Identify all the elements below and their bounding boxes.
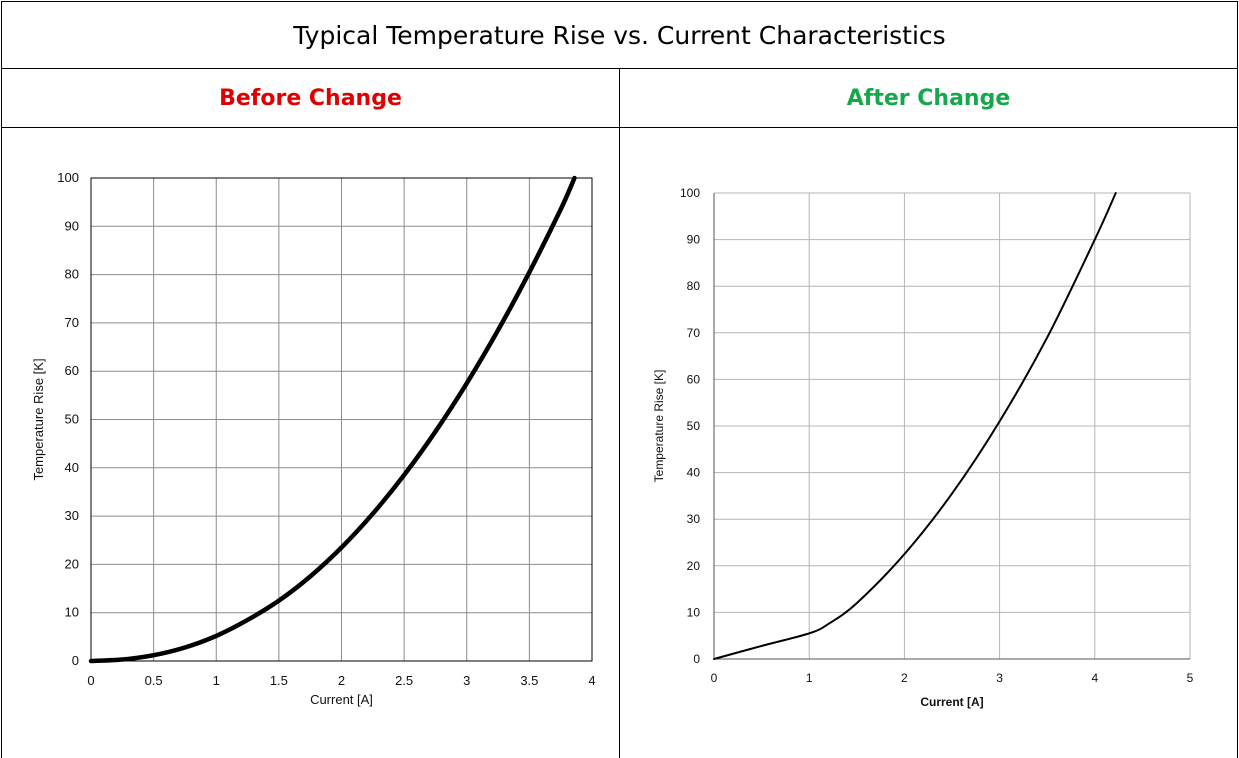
x-tick-label: 4 bbox=[1091, 671, 1098, 685]
y-tick-label: 90 bbox=[65, 218, 79, 233]
x-tick-label: 2 bbox=[338, 673, 345, 688]
x-tick-label: 0 bbox=[711, 671, 718, 685]
y-tick-label: 60 bbox=[687, 372, 701, 386]
before-change-chart: 0 0.5 1 1.5 2 2.5 3 3.5 40102030405060708090100C… bbox=[31, 170, 596, 707]
x-tick-label: 1 bbox=[806, 671, 813, 685]
after-change-header: After Change bbox=[619, 68, 1238, 128]
y-tick-label: 10 bbox=[65, 605, 79, 620]
x-axis-label: Current [A] bbox=[310, 692, 373, 707]
y-tick-label: 90 bbox=[687, 233, 701, 247]
y-tick-label: 20 bbox=[65, 556, 79, 571]
y-tick-label: 0 bbox=[693, 652, 700, 666]
before-change-header: Before Change bbox=[1, 68, 620, 128]
y-tick-label: 0 bbox=[72, 653, 79, 668]
y-tick-label: 80 bbox=[687, 279, 701, 293]
y-tick-label: 20 bbox=[687, 559, 701, 573]
x-axis-label: Current [A] bbox=[920, 695, 983, 709]
x-tick-label: 4 bbox=[588, 673, 595, 688]
x-tick-label: 3 bbox=[996, 671, 1003, 685]
y-tick-label: 100 bbox=[57, 170, 79, 185]
x-tick-label: 1.5 bbox=[270, 673, 288, 688]
y-tick-label: 100 bbox=[680, 186, 700, 200]
y-tick-label: 70 bbox=[65, 315, 79, 330]
x-tick-label: 1 bbox=[213, 673, 220, 688]
y-tick-label: 70 bbox=[687, 326, 701, 340]
x-tick-label: 3.5 bbox=[520, 673, 538, 688]
x-tick-label: 3 bbox=[463, 673, 470, 688]
y-tick-label: 30 bbox=[687, 512, 701, 526]
x-tick-label: 0.5 bbox=[145, 673, 163, 688]
x-tick-label: 5 bbox=[1187, 671, 1194, 685]
plot-frame bbox=[90, 177, 593, 662]
x-tick-label: 0 bbox=[87, 673, 94, 688]
y-tick-label: 30 bbox=[65, 508, 79, 523]
after-change-cell bbox=[619, 127, 1238, 758]
series-line bbox=[88, 175, 577, 664]
series-line bbox=[713, 192, 1117, 660]
y-tick-label: 40 bbox=[65, 460, 79, 475]
table-title: Typical Temperature Rise vs. Current Cha… bbox=[1, 1, 1238, 69]
y-tick-label: 40 bbox=[687, 466, 701, 480]
y-tick-label: 10 bbox=[687, 605, 701, 619]
y-axis-label: Temperature Rise [K] bbox=[31, 358, 46, 480]
x-tick-label: 2.5 bbox=[395, 673, 413, 688]
y-axis-label: Temperature Rise [K] bbox=[652, 370, 666, 483]
y-tick-label: 60 bbox=[65, 363, 79, 378]
y-tick-label: 50 bbox=[65, 412, 79, 427]
y-tick-label: 50 bbox=[687, 419, 701, 433]
y-tick-label: 80 bbox=[65, 267, 79, 282]
x-tick-label: 2 bbox=[901, 671, 908, 685]
